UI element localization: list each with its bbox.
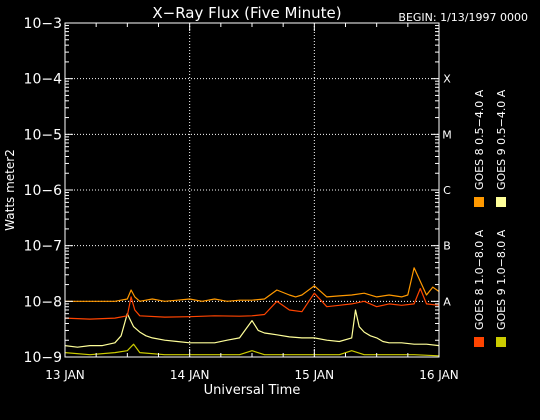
legend-swatch (474, 197, 484, 207)
class-label: M (442, 128, 452, 141)
grid-layer (65, 23, 439, 357)
class-label: A (443, 295, 451, 308)
legend-label: GOES 8 1.0−8.0 A (473, 229, 486, 330)
series-line (64, 309, 440, 348)
x-tick-label: 14 JAN (170, 368, 210, 382)
class-label: X (443, 73, 451, 86)
class-label: C (443, 184, 451, 197)
legend-layer: GOES 8 1.0−8.0 A GOES 8 0.5−4.0 A GOES 9 1… (473, 89, 508, 347)
legend-label: GOES 9 1.0−8.0 A (495, 229, 508, 330)
class-label: B (443, 240, 451, 253)
x-tick-label: 13 JAN (45, 368, 85, 382)
y-tick-label: 10−9 (24, 350, 62, 366)
y-tick-label: 10−4 (24, 72, 63, 88)
chart-title: X−Ray Flux (Five Minute) (152, 4, 341, 22)
legend-label: GOES 8 0.5−4.0 A (473, 89, 486, 190)
x-tick-label: 15 JAN (295, 368, 335, 382)
legend-swatch (496, 337, 506, 347)
y-tick-label: 10−3 (24, 16, 62, 32)
y-axis-label: Watts meter2 (3, 149, 17, 231)
y-tick-label: 10−7 (24, 239, 62, 255)
y-tick-label: 10−8 (24, 294, 62, 310)
x-axis-label: Universal Time (204, 383, 301, 398)
legend-label: GOES 9 0.5−4.0 A (495, 89, 508, 190)
series-line (64, 287, 440, 320)
series-layer (64, 267, 440, 357)
axis-layer: 10−9 10−8 10−7 10−6 10−5 10−4 10−3 A B C M X 13 JAN 1… (24, 16, 459, 382)
y-tick-label: 10−5 (24, 127, 62, 143)
legend-swatch (496, 197, 506, 207)
x-tick-label: 16 JAN (419, 368, 459, 382)
series-line (65, 267, 440, 302)
series-line (64, 343, 440, 357)
begin-label: BEGIN: 1/13/1997 0000 (398, 11, 528, 24)
y-tick-label: 10−6 (24, 183, 63, 199)
legend-swatch (474, 337, 484, 347)
